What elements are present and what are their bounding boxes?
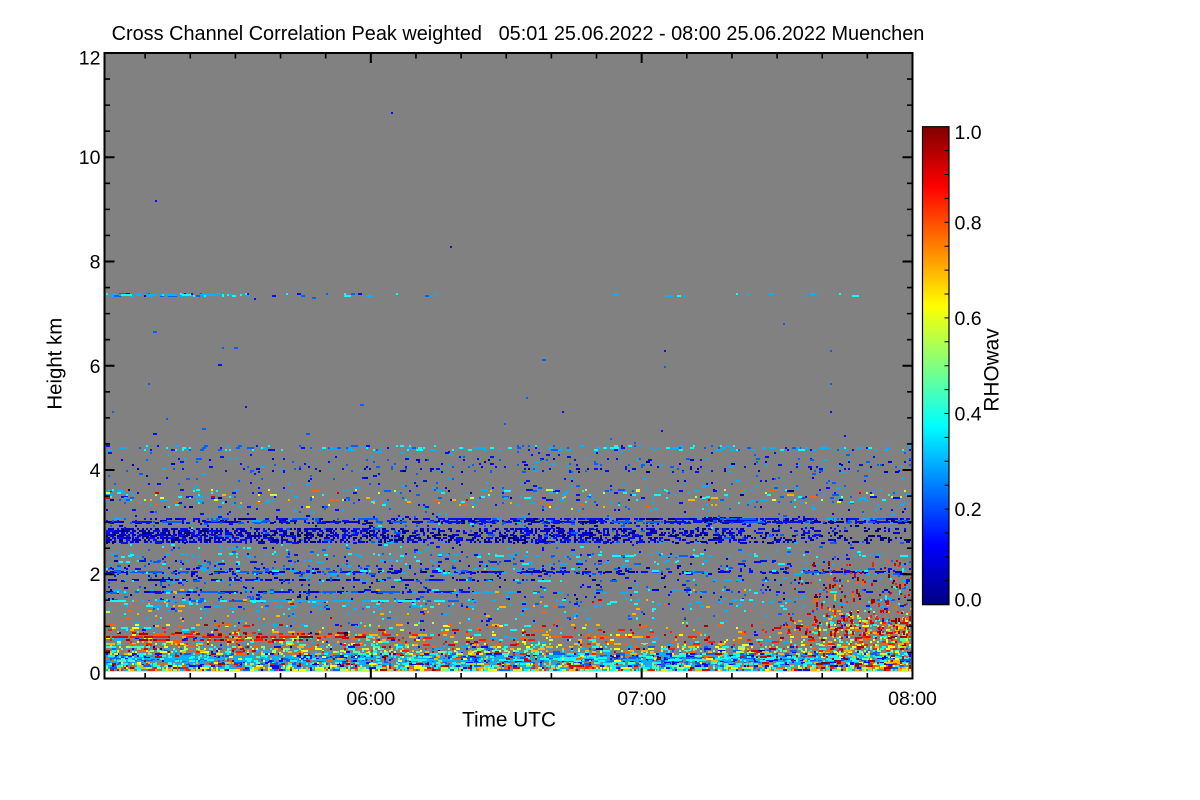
svg-text:6: 6 — [90, 356, 101, 378]
svg-text:0.6: 0.6 — [955, 308, 982, 330]
svg-text:0.8: 0.8 — [955, 212, 982, 234]
svg-text:0.2: 0.2 — [955, 499, 982, 521]
svg-text:Height km: Height km — [45, 318, 67, 410]
svg-text:4: 4 — [90, 460, 101, 482]
svg-text:2: 2 — [90, 564, 101, 586]
svg-text:0.4: 0.4 — [955, 404, 982, 426]
svg-text:07:00: 07:00 — [617, 688, 666, 710]
svg-text:10: 10 — [79, 147, 101, 169]
svg-text:Time UTC: Time UTC — [462, 709, 556, 732]
svg-text:0.0: 0.0 — [955, 589, 982, 611]
svg-text:0: 0 — [90, 663, 101, 685]
svg-text:Cross Channel Correlation Peak: Cross Channel Correlation Peak weighted … — [112, 23, 925, 45]
svg-text:RHOwav: RHOwav — [981, 328, 1004, 412]
svg-text:12: 12 — [79, 48, 101, 70]
svg-text:08:00: 08:00 — [888, 688, 937, 710]
svg-text:1.0: 1.0 — [955, 122, 982, 144]
svg-text:06:00: 06:00 — [346, 688, 395, 710]
svg-text:8: 8 — [90, 252, 101, 274]
